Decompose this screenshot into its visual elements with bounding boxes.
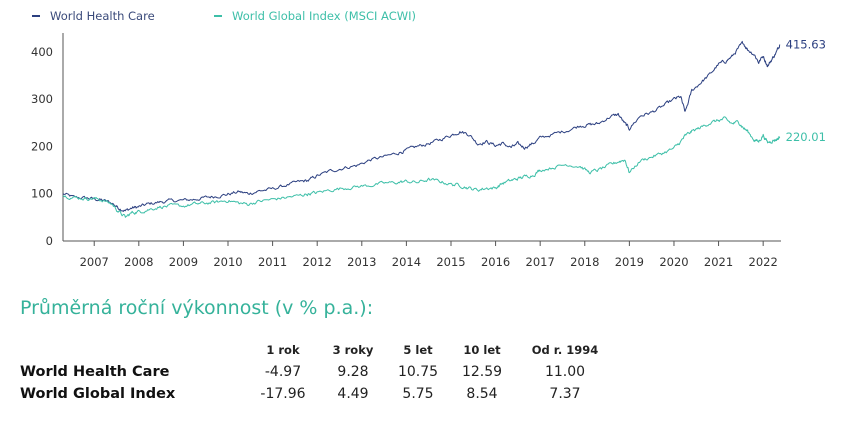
cell-value: 7.37	[549, 386, 581, 402]
y-tick-label: 400	[31, 45, 53, 59]
legend-swatch-global-index	[214, 15, 222, 17]
row-label: World Health Care	[20, 364, 170, 380]
x-tick-label: 2014	[392, 255, 421, 269]
legend-item-world-health-care: World Health Care	[32, 9, 155, 23]
row-label: World Global Index	[20, 386, 176, 402]
y-tick-label: 100	[31, 187, 53, 201]
cell-value: 10.75	[397, 364, 439, 380]
x-tick-label: 2021	[704, 255, 733, 269]
chart-lines: 415.63 220.01	[62, 38, 826, 218]
legend-label-health-care: World Health Care	[50, 9, 155, 23]
x-tick-label: 2009	[169, 255, 198, 269]
performance-header-row: 1 rok 3 roky 5 let 10 let Od r. 1994	[20, 339, 616, 361]
legend-item-world-global-index: World Global Index (MSCI ACWI)	[214, 9, 416, 23]
y-tick-label: 0	[46, 234, 53, 248]
y-tick-label: 200	[31, 139, 53, 153]
series-line-world-health-care	[62, 40, 781, 212]
chart-axes: 0 100 200 300 400 2007 2008 2009 2010 2011 2012 201…	[31, 33, 781, 269]
x-tick-label: 2019	[615, 255, 644, 269]
legend-label-global-index: World Global Index (MSCI ACWI)	[232, 9, 416, 23]
series-end-label: 220.01	[786, 130, 826, 144]
x-tick-label: 2008	[124, 255, 153, 269]
performance-title: Průměrná roční výkonnost (v % p.a.):	[20, 297, 374, 319]
cell-value: -17.96	[260, 386, 306, 402]
x-tick-label: 2020	[659, 255, 688, 269]
cell-value: 8.54	[466, 386, 498, 402]
x-tick-label: 2007	[80, 255, 109, 269]
performance-header-5y: 5 let	[403, 343, 433, 357]
performance-header-3y: 3 roky	[332, 343, 374, 357]
performance-header-10y: 10 let	[463, 343, 501, 357]
performance-chart: 0 100 200 300 400 2007 2008 2009 2010 2011 2012 201…	[31, 33, 826, 269]
series-end-label: 415.63	[786, 38, 826, 52]
x-tick-label: 2010	[213, 255, 242, 269]
cell-value: 12.59	[461, 364, 503, 380]
legend-swatch-health-care	[32, 15, 40, 17]
performance-header-since-1994: Od r. 1994	[531, 343, 599, 357]
performance-table: 1 rok 3 roky 5 let 10 let Od r. 1994 Wor…	[20, 339, 616, 405]
x-tick-label: 2017	[526, 255, 555, 269]
x-tick-label: 2016	[481, 255, 510, 269]
x-tick-label: 2015	[436, 255, 465, 269]
x-tick-label: 2022	[749, 255, 778, 269]
cell-value: 11.00	[544, 364, 586, 380]
x-tick-label: 2011	[258, 255, 287, 269]
cell-value: 5.75	[402, 386, 434, 402]
cell-value: -4.97	[264, 364, 302, 380]
x-tick-label: 2018	[570, 255, 599, 269]
performance-header-empty	[20, 339, 246, 361]
x-tick-label: 2012	[303, 255, 332, 269]
table-row: World Health Care -4.97 9.28 10.75 12.59…	[20, 361, 616, 383]
cell-value: 9.28	[337, 364, 369, 380]
cell-value: 4.49	[337, 386, 369, 402]
series-line-world-global-index	[62, 116, 781, 218]
x-tick-label: 2013	[347, 255, 376, 269]
performance-header-1y: 1 rok	[266, 343, 300, 357]
table-row: World Global Index -17.96 4.49 5.75 8.54…	[20, 383, 616, 405]
y-tick-label: 300	[31, 92, 53, 106]
